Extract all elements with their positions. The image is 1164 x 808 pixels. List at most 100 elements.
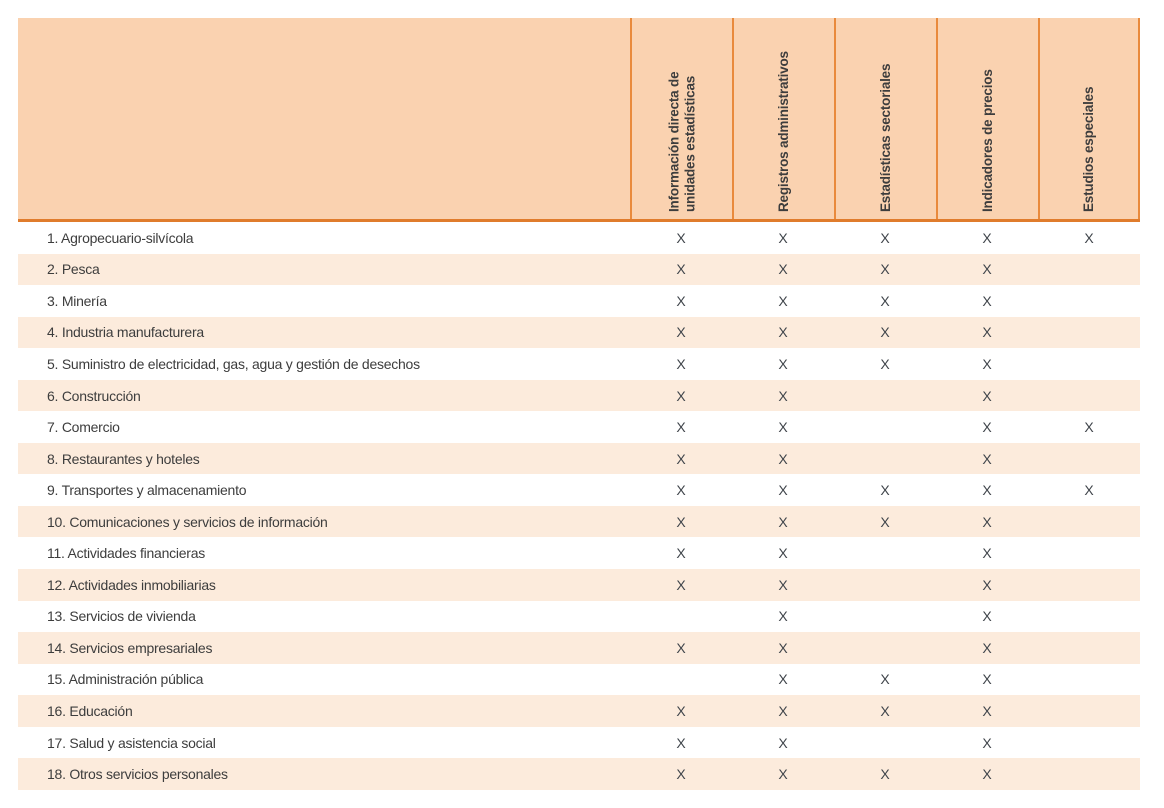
column-header-5: Estudios especiales bbox=[1038, 18, 1140, 219]
table-row: 13. Servicios de vivienda X X bbox=[18, 601, 1140, 633]
mark-cell: X bbox=[982, 355, 992, 372]
mark-cell: X bbox=[778, 766, 788, 783]
row-label: 2. Pesca bbox=[47, 261, 100, 278]
mark-cell: X bbox=[1084, 229, 1094, 246]
mark-cell: X bbox=[676, 292, 686, 309]
mark-cell: X bbox=[982, 702, 992, 719]
row-label: 3. Minería bbox=[47, 292, 107, 309]
table-row: 11. Actividades financieras X X X bbox=[18, 537, 1140, 569]
row-label: 18. Otros servicios personales bbox=[47, 766, 228, 783]
mark-cell: X bbox=[676, 355, 686, 372]
column-header-2: Registros administrativos bbox=[732, 18, 834, 219]
mark-cell: X bbox=[676, 766, 686, 783]
mark-cell: X bbox=[880, 261, 890, 278]
mark-cell: X bbox=[778, 450, 788, 467]
table-row: 14. Servicios empresariales X X X bbox=[18, 632, 1140, 664]
table-row: 10. Comunicaciones y servicios de inform… bbox=[18, 505, 1140, 538]
mark-cell: X bbox=[982, 261, 992, 278]
mark-cell: X bbox=[676, 324, 686, 341]
table-row: 6. Construcción X X X bbox=[18, 379, 1140, 412]
table-row: 18. Otros servicios personales X X X X bbox=[18, 758, 1140, 790]
mark-cell: X bbox=[778, 639, 788, 656]
table-row: 15. Administración pública X X X bbox=[18, 664, 1140, 696]
mark-cell: X bbox=[676, 576, 686, 593]
column-header-label: Estudios especiales bbox=[1081, 86, 1097, 212]
table-row: 2. Pesca X X X X bbox=[18, 253, 1140, 286]
mark-cell: X bbox=[676, 545, 686, 562]
mark-cell: X bbox=[778, 608, 788, 625]
mark-cell: X bbox=[676, 387, 686, 404]
mark-cell: X bbox=[778, 419, 788, 436]
row-label: 4. Industria manufacturera bbox=[47, 324, 204, 341]
table-row: 16. Educación X X X X bbox=[18, 695, 1140, 727]
mark-cell: X bbox=[778, 513, 788, 530]
table-header: Información directa de unidades estadísti… bbox=[18, 18, 1140, 222]
row-label: 1. Agropecuario-silvícola bbox=[47, 229, 194, 246]
mark-cell: X bbox=[880, 766, 890, 783]
mark-cell: X bbox=[778, 702, 788, 719]
table-row: 4. Industria manufacturera X X X X bbox=[18, 316, 1140, 349]
mark-cell: X bbox=[778, 261, 788, 278]
table-row: 8. Restaurantes y hoteles X X X bbox=[18, 442, 1140, 475]
mark-cell: X bbox=[778, 292, 788, 309]
row-label: 8. Restaurantes y hoteles bbox=[47, 450, 200, 467]
mark-cell: X bbox=[880, 702, 890, 719]
mark-cell: X bbox=[982, 292, 992, 309]
column-header-label: Registros administrativos bbox=[776, 50, 792, 212]
mark-cell: X bbox=[676, 261, 686, 278]
statistical-sources-by-sector-table: Información directa de unidades estadísti… bbox=[18, 18, 1140, 790]
mark-cell: X bbox=[676, 639, 686, 656]
mark-cell: X bbox=[982, 387, 992, 404]
mark-cell: X bbox=[676, 482, 686, 499]
mark-cell: X bbox=[982, 324, 992, 341]
mark-cell: X bbox=[676, 734, 686, 751]
mark-cell: X bbox=[982, 766, 992, 783]
mark-cell: X bbox=[982, 482, 992, 499]
mark-cell: X bbox=[778, 482, 788, 499]
mark-cell: X bbox=[880, 229, 890, 246]
row-label: 15. Administración pública bbox=[47, 671, 204, 688]
mark-cell: X bbox=[982, 545, 992, 562]
mark-cell: X bbox=[982, 419, 992, 436]
column-header-4: Indicadores de precios bbox=[936, 18, 1038, 219]
row-label: 6. Construcción bbox=[47, 387, 141, 404]
table-body: 1. Agropecuario-silvícola X X X X X 2. Pesca X X… bbox=[18, 222, 1140, 790]
table-row: 1. Agropecuario-silvícola X X X X X bbox=[18, 222, 1140, 254]
row-label: 13. Servicios de vivienda bbox=[47, 608, 196, 625]
mark-cell: X bbox=[778, 545, 788, 562]
mark-cell: X bbox=[880, 355, 890, 372]
column-header-3: Estadísticas sectoriales bbox=[834, 18, 936, 219]
mark-cell: X bbox=[676, 419, 686, 436]
mark-cell: X bbox=[982, 513, 992, 530]
mark-cell: X bbox=[880, 292, 890, 309]
header-columns: Información directa de unidades estadísti… bbox=[630, 18, 1140, 219]
mark-cell: X bbox=[982, 608, 992, 625]
mark-cell: X bbox=[982, 639, 992, 656]
mark-cell: X bbox=[982, 734, 992, 751]
column-header-label: Información directa de unidades estadísti… bbox=[666, 71, 697, 212]
mark-cell: X bbox=[676, 229, 686, 246]
table-row: 5. Suministro de electricidad, gas, agua… bbox=[18, 348, 1140, 380]
row-label: 11. Actividades financieras bbox=[47, 545, 205, 562]
table-row: 3. Minería X X X X bbox=[18, 285, 1140, 317]
mark-cell: X bbox=[778, 671, 788, 688]
mark-cell: X bbox=[1084, 419, 1094, 436]
mark-cell: X bbox=[880, 482, 890, 499]
mark-cell: X bbox=[676, 513, 686, 530]
row-label: 12. Actividades inmobiliarias bbox=[47, 576, 216, 593]
mark-cell: X bbox=[778, 387, 788, 404]
table-row: 9. Transportes y almacenamiento X X X X X bbox=[18, 474, 1140, 506]
mark-cell: X bbox=[676, 702, 686, 719]
mark-cell: X bbox=[880, 671, 890, 688]
mark-cell: X bbox=[880, 513, 890, 530]
mark-cell: X bbox=[1084, 482, 1094, 499]
table-row: 17. Salud y asistencia social X X X bbox=[18, 727, 1140, 759]
mark-cell: X bbox=[880, 324, 890, 341]
table-row: 7. Comercio X X X X bbox=[18, 411, 1140, 443]
mark-cell: X bbox=[982, 671, 992, 688]
row-label: 9. Transportes y almacenamiento bbox=[47, 482, 247, 499]
mark-cell: X bbox=[778, 734, 788, 751]
mark-cell: X bbox=[982, 450, 992, 467]
mark-cell: X bbox=[778, 355, 788, 372]
row-label: 10. Comunicaciones y servicios de inform… bbox=[47, 513, 328, 530]
